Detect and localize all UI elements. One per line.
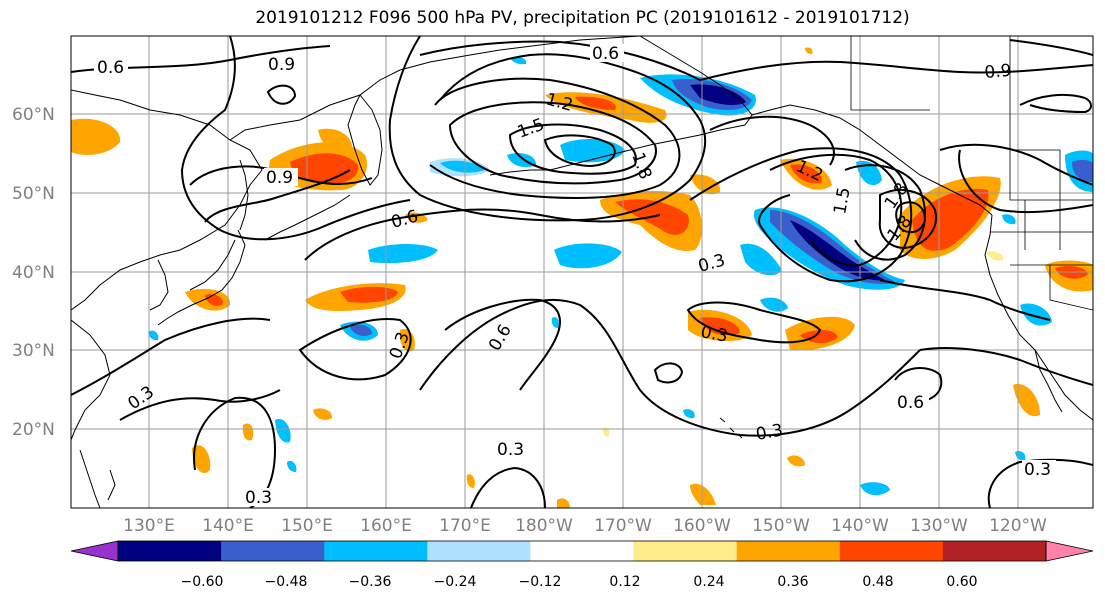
- colorbar-swatch: [736, 541, 841, 561]
- colorbar-swatch: [839, 541, 944, 561]
- lon-label: 160°E: [360, 516, 412, 536]
- colorbar-tick-label: −0.48: [265, 574, 308, 590]
- colorbar-tick-label: −0.24: [434, 574, 477, 590]
- lon-label: 140°E: [202, 516, 254, 536]
- lat-label: 60°N: [12, 105, 55, 125]
- lon-label: 140°W: [831, 516, 889, 536]
- contour-label: 0.6: [592, 44, 619, 64]
- contour-label: 0.9: [984, 61, 1013, 83]
- colorbar-swatch: [530, 541, 635, 561]
- colorbar-tick-label: −0.60: [181, 574, 224, 590]
- contour-label: 1.5: [830, 186, 854, 216]
- lat-label: 40°N: [12, 263, 55, 283]
- contour-label: 0.3: [245, 488, 272, 508]
- longitude-labels: 130°E 140°E 150°E 160°E 170°E 180°W 170°…: [123, 516, 1047, 536]
- contour-label: 0.6: [897, 393, 924, 413]
- lon-label: 170°E: [439, 516, 491, 536]
- lon-label: 150°E: [281, 516, 333, 536]
- contour-label: 0.3: [699, 322, 729, 346]
- lon-label: 120°W: [989, 516, 1047, 536]
- map-title: 2019101212 F096 500 hPa PV, precipitatio…: [255, 8, 910, 28]
- colorbar-swatch: [942, 541, 1047, 561]
- lon-label: 170°W: [594, 516, 652, 536]
- colorbar-tick-label: −0.12: [519, 574, 562, 590]
- colorbar-swatch: [427, 541, 531, 561]
- negative-precip-shading: [148, 56, 1093, 496]
- map-border: [70, 35, 1094, 509]
- colorbar-labels: −0.60 −0.48 −0.36 −0.24 −0.12 0.12 0.24 …: [181, 574, 978, 590]
- contour-label: 0.3: [1024, 460, 1051, 480]
- latitude-labels: 60°N 50°N 40°N 30°N 20°N: [12, 105, 55, 440]
- lon-label: 180°W: [515, 516, 573, 536]
- colorbar-swatch: [221, 541, 325, 561]
- contour-label: 0.3: [754, 421, 784, 445]
- colorbar-swatch: [118, 541, 222, 561]
- lat-label: 50°N: [12, 184, 55, 204]
- lon-label: 150°W: [752, 516, 810, 536]
- contour-label: 0.3: [497, 440, 524, 460]
- lon-label: 130°E: [123, 516, 175, 536]
- contour-label: 0.6: [97, 58, 124, 78]
- colorbar-tick-label: 0.48: [862, 574, 893, 590]
- colorbar-extend-max: [1045, 540, 1094, 562]
- lon-label: 160°W: [673, 516, 731, 536]
- contour-label: 0.9: [266, 168, 293, 188]
- colorbar-swatch: [324, 541, 428, 561]
- colorbar-swatch: [633, 541, 738, 561]
- colorbar-extend-min: [70, 540, 119, 562]
- colorbar-tick-label: 0.24: [693, 574, 724, 590]
- lat-label: 30°N: [12, 341, 55, 361]
- political-borders: [850, 36, 1093, 311]
- contour-label: 0.9: [268, 55, 295, 75]
- colorbar-tick-label: 0.36: [777, 574, 808, 590]
- lat-label: 20°N: [12, 420, 55, 440]
- colorbar-tick-label: 0.60: [946, 574, 977, 590]
- colorbar-tick-label: 0.12: [609, 574, 640, 590]
- colorbar: [70, 540, 1094, 562]
- colorbar-tick-label: −0.36: [349, 574, 392, 590]
- lon-label: 130°W: [910, 516, 968, 536]
- colorbar-outline: [117, 540, 1047, 562]
